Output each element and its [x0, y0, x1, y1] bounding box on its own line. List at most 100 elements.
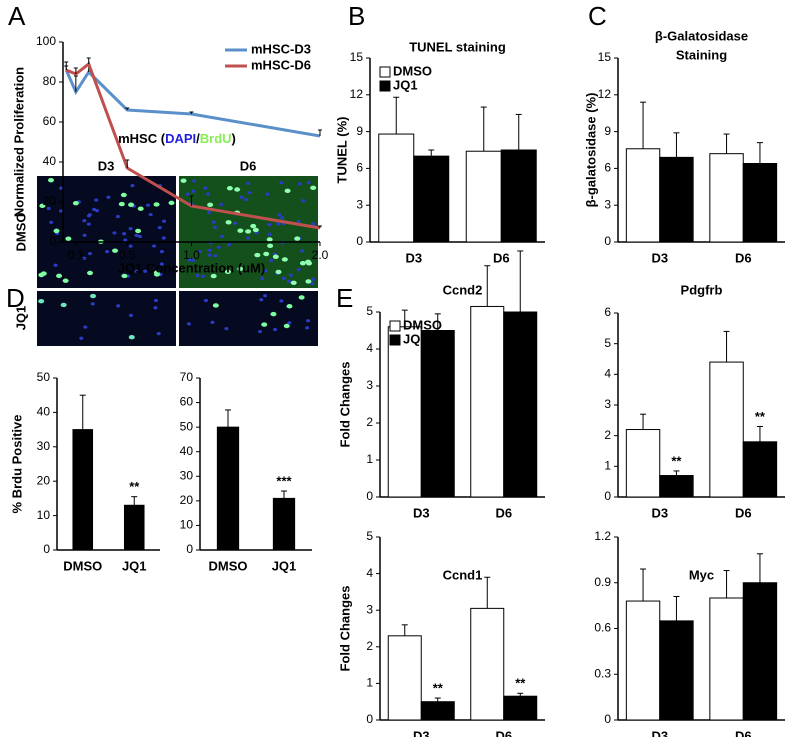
- cell: [305, 259, 312, 265]
- legend-label: JQ1: [403, 331, 428, 346]
- cell: [306, 319, 311, 323]
- cell: [112, 248, 119, 253]
- cell: [212, 225, 217, 230]
- x-tick-label: D3: [651, 250, 668, 265]
- bar: [625, 429, 661, 498]
- bar: [387, 326, 422, 498]
- significance: **: [515, 676, 526, 691]
- cell: [106, 195, 111, 199]
- micrograph-row: DMSO: [13, 213, 28, 252]
- cell: [226, 186, 233, 191]
- error-bar: [189, 195, 194, 206]
- bar: [709, 361, 744, 498]
- panel-label: D: [6, 283, 25, 313]
- legend-swatch: [389, 320, 401, 332]
- cell: [216, 245, 221, 249]
- error-bar: [756, 142, 763, 164]
- cell: [246, 236, 251, 240]
- cell: [207, 248, 212, 252]
- bar: [465, 150, 502, 243]
- y-tick-label: 3: [366, 378, 373, 392]
- error-bar: [401, 309, 408, 327]
- cell: [259, 298, 264, 302]
- cell: [145, 203, 150, 207]
- y-tick-label: 0.9: [594, 575, 611, 589]
- y-tick-label: 60: [43, 114, 57, 128]
- cell: [203, 186, 208, 190]
- x-tick-label: D3: [405, 250, 422, 265]
- cell: [79, 336, 84, 340]
- cell: [60, 302, 67, 308]
- panel-label: C: [588, 1, 607, 31]
- chart-title: β-Galatosidase: [655, 28, 748, 43]
- y-tick-label: 12: [598, 87, 612, 101]
- y-tick-label: 5: [604, 336, 611, 350]
- cell: [311, 222, 316, 226]
- bar: [659, 475, 694, 498]
- y-tick-label: 20: [180, 493, 194, 507]
- micrograph-row: JQ1: [13, 306, 28, 331]
- cell: [135, 228, 142, 234]
- title-part: ): [232, 131, 236, 146]
- error-bar: [756, 553, 763, 583]
- error-bar: [673, 132, 680, 158]
- x-axis-label: JQ1 Concentration (uM): [118, 260, 265, 275]
- cell: [203, 298, 208, 303]
- y-tick-label: 5: [366, 529, 373, 543]
- y-tick-label: 0: [49, 234, 56, 248]
- error-bar: [434, 697, 441, 702]
- cell: [198, 249, 203, 254]
- y-tick-label: 6: [604, 305, 611, 319]
- cell: [227, 243, 232, 247]
- cell: [153, 306, 158, 310]
- y-tick-label: 1: [604, 459, 611, 473]
- cell: [112, 231, 117, 235]
- x-tick-label: D3: [651, 505, 668, 520]
- cell: [280, 216, 285, 220]
- error-bar: [393, 96, 400, 135]
- error-bar: [673, 595, 680, 621]
- cell: [266, 237, 273, 242]
- cell: [153, 202, 160, 207]
- cell: [224, 269, 231, 274]
- error-bar: [673, 470, 680, 476]
- cell: [137, 206, 144, 211]
- cell: [269, 258, 274, 263]
- cell: [276, 222, 281, 226]
- chart-title: TUNEL staining: [409, 39, 506, 54]
- y-tick-label: 12: [350, 87, 364, 101]
- bar: [742, 441, 778, 498]
- title-part: DAPI: [165, 131, 196, 146]
- bar: [72, 429, 94, 551]
- cell: [299, 261, 306, 266]
- error-bar: [281, 490, 287, 499]
- y-axis-label: % Brdu Positive: [9, 415, 24, 514]
- cell: [237, 266, 244, 272]
- cell: [116, 304, 121, 308]
- bar: [742, 162, 778, 243]
- y-tick-label: 0.3: [594, 666, 611, 680]
- cell: [186, 322, 191, 326]
- x-tick-label: D3: [651, 728, 668, 737]
- x-tick-label: JQ1: [122, 558, 147, 573]
- cell: [128, 313, 133, 317]
- y-tick-label: 40: [43, 154, 57, 168]
- cell: [290, 280, 297, 285]
- x-tick-label: DMSO: [209, 558, 248, 573]
- y-tick-label: 3: [604, 397, 611, 411]
- bar: [420, 701, 455, 721]
- y-tick-label: 4: [366, 341, 373, 355]
- cell: [128, 334, 135, 340]
- cell: [65, 236, 72, 241]
- error-bar: [515, 113, 522, 150]
- legend-label: mHSC-D6: [251, 57, 311, 72]
- y-tick-label: 20: [37, 473, 51, 487]
- cell: [38, 298, 45, 304]
- cell: [82, 256, 87, 260]
- legend-swatch: [379, 66, 391, 78]
- bar: [216, 426, 240, 551]
- significance: **: [129, 479, 140, 494]
- error-bar: [517, 692, 524, 697]
- y-axis-label: Fold Changes: [337, 586, 352, 672]
- panel-label: A: [8, 1, 26, 31]
